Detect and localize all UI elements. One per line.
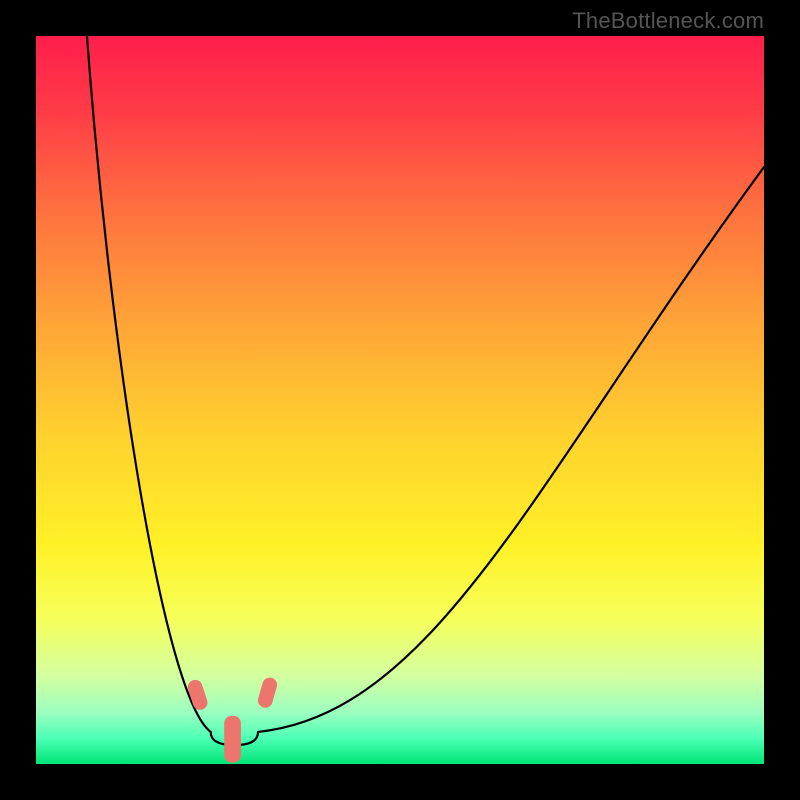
curve-marker (257, 676, 279, 709)
chart-curves (36, 36, 764, 764)
figure-frame: TheBottleneck.com (0, 0, 800, 800)
curve-marker (225, 716, 241, 762)
bottleneck-curve (87, 36, 764, 745)
watermark-text: TheBottleneck.com (572, 8, 764, 34)
plot-area (36, 36, 764, 764)
